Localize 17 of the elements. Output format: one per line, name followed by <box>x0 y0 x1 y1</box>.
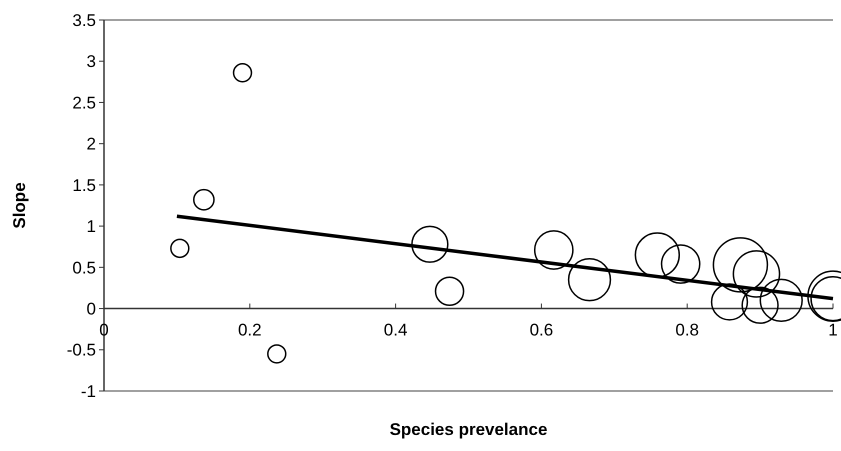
y-tick-label: 2 <box>86 134 96 154</box>
x-tick-label: 0.2 <box>238 320 262 340</box>
y-tick-label: -1 <box>80 382 96 401</box>
y-axis-title: Slope <box>10 182 29 229</box>
x-tick-label: 0.4 <box>384 320 408 340</box>
y-tick-label: 0 <box>86 300 96 319</box>
x-axis-title: Species prevelance <box>390 420 548 439</box>
y-tick-label: 3.5 <box>72 10 96 30</box>
y-tick-label: 1.5 <box>72 176 96 195</box>
y-tick-label: -0.5 <box>66 340 96 360</box>
y-tick-label: 1 <box>86 217 96 236</box>
y-tick-label: 2.5 <box>72 93 96 112</box>
y-tick-label: 3 <box>86 52 96 72</box>
y-tick-label: 0.5 <box>72 258 96 278</box>
x-tick-label: 1 <box>828 320 838 340</box>
x-tick-label: 0.6 <box>530 320 554 340</box>
x-tick-label: 0.8 <box>675 320 700 340</box>
